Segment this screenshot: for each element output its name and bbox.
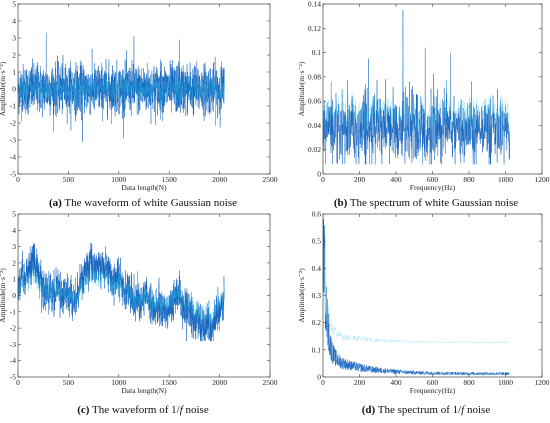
x-tick-label: 1000	[498, 175, 513, 184]
x-tick-label: 200	[354, 175, 366, 184]
y-tick-label: -5	[10, 373, 16, 382]
y-tick-label: 0.1	[312, 48, 322, 57]
y-tick-label: 4	[12, 226, 16, 235]
series-highlight-line	[17, 264, 225, 323]
x-tick-label: 2500	[263, 378, 278, 387]
y-tick-label: 0.04	[308, 121, 321, 130]
chart-panel-0: 0 500 1000 1500 2000 2500 -5 -4 -3 -2 -1 0 1 2 3 4 5 Data…	[0, 0, 278, 192]
x-tick-label: 2000	[212, 378, 227, 387]
axes-frame	[322, 213, 543, 378]
panel-caption: (a) The waveform of white Gaussian noise	[49, 197, 237, 209]
x-tick-label: 1500	[162, 175, 177, 184]
y-tick-label: 0.1	[312, 345, 322, 354]
y-tick-label: -5	[10, 170, 16, 179]
x-tick-label: 200	[354, 378, 366, 387]
y-axis-label: Amplitude(m·s⁻²)	[0, 61, 7, 116]
y-tick-label: -1	[10, 102, 16, 111]
y-tick-label: 1	[12, 275, 16, 284]
y-tick-label: 0.02	[308, 145, 321, 154]
x-tick-label: 1000	[111, 378, 126, 387]
y-tick-label: -3	[10, 136, 16, 145]
x-tick-label: 1200	[535, 378, 550, 387]
y-tick-label: 5	[12, 0, 16, 9]
chart-panel-1: 0 200 400 600 800 1000 1200 0 0.02 0.04 0.06 0.08 0.…	[297, 0, 550, 192]
x-tick-label: 600	[427, 175, 439, 184]
series-line	[322, 10, 510, 165]
y-tick-label: 0	[12, 291, 16, 300]
x-tick-label: 0	[321, 378, 325, 387]
x-axis-label: Frequency(Hz)	[410, 183, 456, 192]
y-tick-label: 2	[12, 51, 16, 60]
y-tick-label: 0	[317, 373, 321, 382]
x-tick-label: 0	[321, 175, 325, 184]
y-tick-label: 1	[12, 68, 16, 77]
chart-panel-3: 0 200 400 600 800 1000 1200 0 0.1 0.2 0.3 0.4 0.5 0.6…	[297, 210, 550, 396]
caption-suffix: noise	[464, 404, 490, 416]
x-tick-label: 600	[427, 378, 439, 387]
caption-tag: (a)	[49, 197, 62, 209]
series-line	[322, 219, 510, 376]
series-highlight-line	[322, 41, 510, 135]
x-tick-label: 800	[463, 378, 475, 387]
chart-panel-2: 0 500 1000 1500 2000 2500 -5 -4 -3 -2 -1 0 1 2 3 4 5 Data…	[0, 210, 278, 396]
y-tick-label: 0.06	[308, 97, 321, 106]
caption-text: The spectrum of white Gaussian noise	[347, 197, 518, 209]
caption-tag: (c)	[77, 404, 90, 416]
y-tick-label: 0.5	[312, 237, 322, 246]
y-axis-label: Amplitude(m·s⁻²)	[0, 268, 7, 323]
y-tick-label: 0.2	[312, 318, 322, 327]
x-axis-label: Data length(N)	[121, 386, 167, 395]
x-tick-label: 1200	[535, 175, 550, 184]
y-tick-label: 2	[12, 258, 16, 267]
panel-caption: (c) The waveform of 1/f noise	[77, 404, 209, 416]
caption-suffix: noise	[183, 404, 209, 416]
caption-math: f	[461, 404, 466, 416]
x-tick-label: 500	[63, 378, 75, 387]
x-tick-label: 0	[16, 175, 20, 184]
y-tick-label: -1	[10, 307, 16, 316]
panel-caption: (b) The spectrum of white Gaussian noise	[334, 197, 518, 209]
y-tick-label: 0	[12, 85, 16, 94]
series-highlight-line	[322, 266, 510, 344]
caption-tag: (d)	[362, 404, 376, 416]
x-tick-label: 2500	[263, 175, 278, 184]
y-tick-label: 0.4	[312, 264, 322, 273]
y-tick-label: 0	[317, 170, 321, 179]
x-tick-label: 1000	[111, 175, 126, 184]
x-tick-label: 1500	[162, 378, 177, 387]
y-tick-label: 4	[12, 17, 16, 26]
y-tick-label: -2	[10, 324, 16, 333]
y-tick-label: -4	[10, 356, 16, 365]
y-axis-label: Amplitude(m·s⁻²)	[297, 61, 306, 116]
y-tick-label: 0.08	[308, 72, 321, 81]
panel-caption: (d) The spectrum of 1/f noise	[362, 404, 491, 416]
y-tick-label: 0.3	[312, 291, 322, 300]
x-tick-label: 500	[63, 175, 75, 184]
caption-text: The waveform of 1/	[89, 404, 180, 416]
caption-tag: (b)	[334, 197, 348, 209]
y-tick-label: -4	[10, 153, 16, 162]
y-tick-label: -2	[10, 119, 16, 128]
y-tick-label: 0.14	[308, 0, 321, 9]
y-tick-label: 5	[12, 210, 16, 219]
x-axis-label: Data length(N)	[121, 183, 167, 192]
x-tick-label: 1000	[498, 378, 513, 387]
y-tick-label: 0.6	[312, 210, 322, 219]
y-tick-label: 0.12	[308, 24, 321, 33]
series-highlight-line	[17, 64, 225, 114]
x-tick-label: 400	[390, 175, 402, 184]
x-axis-label: Frequency(Hz)	[410, 386, 456, 395]
y-tick-label: -3	[10, 340, 16, 349]
x-tick-label: 800	[463, 175, 475, 184]
y-tick-label: 3	[12, 34, 16, 43]
x-tick-label: 400	[390, 378, 402, 387]
caption-text: The waveform of white Gaussian noise	[62, 197, 237, 209]
x-tick-label: 0	[16, 378, 20, 387]
caption-math: f	[180, 404, 185, 416]
x-tick-label: 2000	[212, 175, 227, 184]
y-axis-label: Amplitude(m·s⁻²)	[297, 268, 306, 323]
caption-text: The spectrum of 1/	[375, 404, 462, 416]
y-tick-label: 3	[12, 242, 16, 251]
